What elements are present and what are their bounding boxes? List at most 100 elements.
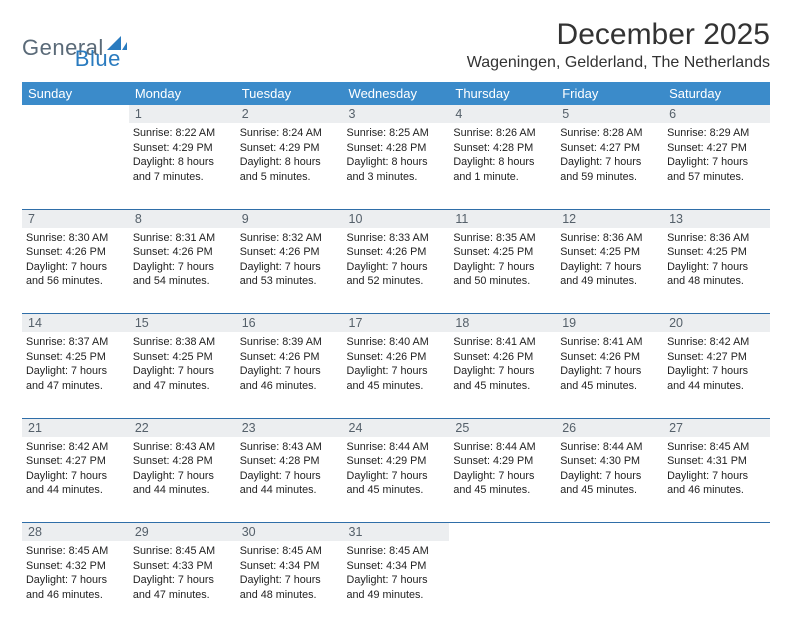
day-info-line: Sunset: 4:26 PM bbox=[240, 245, 339, 260]
day-info-line: Sunset: 4:27 PM bbox=[560, 141, 659, 156]
day-info-line: Daylight: 7 hours bbox=[560, 469, 659, 484]
day-info-line: Sunrise: 8:25 AM bbox=[347, 126, 446, 141]
day-info-line: Sunrise: 8:45 AM bbox=[347, 544, 446, 559]
day-cell: Sunrise: 8:36 AMSunset: 4:25 PMDaylight:… bbox=[556, 228, 663, 295]
day-info-line: and 54 minutes. bbox=[133, 274, 232, 289]
day-info-line: and 44 minutes. bbox=[133, 483, 232, 498]
day-number: 17 bbox=[343, 314, 450, 332]
location-text: Wageningen, Gelderland, The Netherlands bbox=[467, 54, 770, 72]
day-info-line: Daylight: 7 hours bbox=[133, 573, 232, 588]
day-info-line: and 3 minutes. bbox=[347, 170, 446, 185]
day-cell: Sunrise: 8:30 AMSunset: 4:26 PMDaylight:… bbox=[22, 228, 129, 295]
weekday-header: Thursday bbox=[449, 82, 556, 105]
day-info-line: Sunset: 4:29 PM bbox=[133, 141, 232, 156]
calendar-header-row: SundayMondayTuesdayWednesdayThursdayFrid… bbox=[22, 82, 770, 105]
calendar-table: SundayMondayTuesdayWednesdayThursdayFrid… bbox=[22, 82, 770, 627]
day-info-line: and 59 minutes. bbox=[560, 170, 659, 185]
day-number: 20 bbox=[663, 314, 770, 332]
day-number: 14 bbox=[22, 314, 129, 332]
day-number: 26 bbox=[556, 419, 663, 437]
day-number: 7 bbox=[22, 210, 129, 228]
weekday-header: Wednesday bbox=[343, 82, 450, 105]
day-info-line: Sunrise: 8:45 AM bbox=[26, 544, 125, 559]
day-info-line: Daylight: 7 hours bbox=[26, 573, 125, 588]
day-number: 2 bbox=[236, 105, 343, 123]
day-number: 4 bbox=[449, 105, 556, 123]
title-block: December 2025 Wageningen, Gelderland, Th… bbox=[467, 18, 770, 72]
day-info-line: Daylight: 7 hours bbox=[667, 260, 766, 275]
day-info-line: and 46 minutes. bbox=[240, 379, 339, 394]
day-info-line: Sunrise: 8:42 AM bbox=[667, 335, 766, 350]
day-cell: Sunrise: 8:44 AMSunset: 4:29 PMDaylight:… bbox=[449, 437, 556, 504]
day-info-line: Daylight: 7 hours bbox=[240, 469, 339, 484]
logo-text-blue: Blue bbox=[75, 46, 121, 72]
day-info-line: and 49 minutes. bbox=[347, 588, 446, 603]
day-info-line: Sunset: 4:30 PM bbox=[560, 454, 659, 469]
day-info-line: Daylight: 7 hours bbox=[133, 260, 232, 275]
day-info-line: and 53 minutes. bbox=[240, 274, 339, 289]
day-info-line: Sunrise: 8:24 AM bbox=[240, 126, 339, 141]
day-info-line: Sunset: 4:25 PM bbox=[133, 350, 232, 365]
day-info-line: Sunset: 4:26 PM bbox=[240, 350, 339, 365]
day-info-line: Daylight: 7 hours bbox=[560, 260, 659, 275]
day-info-line: and 56 minutes. bbox=[26, 274, 125, 289]
day-info-line: Sunrise: 8:41 AM bbox=[560, 335, 659, 350]
day-info-line: Sunset: 4:34 PM bbox=[240, 559, 339, 574]
day-cell bbox=[663, 541, 770, 550]
day-info-line: Sunrise: 8:43 AM bbox=[133, 440, 232, 455]
day-number: 16 bbox=[236, 314, 343, 332]
day-info-line: and 46 minutes. bbox=[667, 483, 766, 498]
day-info-line: and 44 minutes. bbox=[667, 379, 766, 394]
day-info-line: Sunset: 4:27 PM bbox=[26, 454, 125, 469]
day-info-line: Sunrise: 8:30 AM bbox=[26, 231, 125, 246]
day-cell: Sunrise: 8:42 AMSunset: 4:27 PMDaylight:… bbox=[663, 332, 770, 399]
day-cell: Sunrise: 8:28 AMSunset: 4:27 PMDaylight:… bbox=[556, 123, 663, 190]
day-info-line: Daylight: 7 hours bbox=[26, 260, 125, 275]
day-info-line: Sunrise: 8:36 AM bbox=[667, 231, 766, 246]
day-info-line: Sunrise: 8:45 AM bbox=[667, 440, 766, 455]
day-cell: Sunrise: 8:25 AMSunset: 4:28 PMDaylight:… bbox=[343, 123, 450, 190]
day-info-line: Daylight: 7 hours bbox=[347, 364, 446, 379]
day-info-line: Sunset: 4:26 PM bbox=[26, 245, 125, 260]
day-info-line: Daylight: 7 hours bbox=[453, 364, 552, 379]
day-cell: Sunrise: 8:38 AMSunset: 4:25 PMDaylight:… bbox=[129, 332, 236, 399]
day-info-line: Sunset: 4:28 PM bbox=[453, 141, 552, 156]
day-info-line: Sunrise: 8:45 AM bbox=[133, 544, 232, 559]
day-cell: Sunrise: 8:44 AMSunset: 4:29 PMDaylight:… bbox=[343, 437, 450, 504]
day-number: 18 bbox=[449, 314, 556, 332]
day-info-line: and 49 minutes. bbox=[560, 274, 659, 289]
weekday-header: Saturday bbox=[663, 82, 770, 105]
day-number bbox=[22, 105, 129, 123]
day-info-line: Sunrise: 8:44 AM bbox=[347, 440, 446, 455]
day-info-line: and 1 minute. bbox=[453, 170, 552, 185]
day-info-line: Sunrise: 8:42 AM bbox=[26, 440, 125, 455]
day-info-line: and 57 minutes. bbox=[667, 170, 766, 185]
day-info-line: Sunset: 4:27 PM bbox=[667, 141, 766, 156]
day-info-line: and 45 minutes. bbox=[453, 483, 552, 498]
day-info-line: Daylight: 7 hours bbox=[667, 364, 766, 379]
day-info-line: Sunrise: 8:26 AM bbox=[453, 126, 552, 141]
day-number: 25 bbox=[449, 419, 556, 437]
day-info-line: Sunset: 4:25 PM bbox=[667, 245, 766, 260]
day-cell: Sunrise: 8:41 AMSunset: 4:26 PMDaylight:… bbox=[449, 332, 556, 399]
day-cell: Sunrise: 8:45 AMSunset: 4:32 PMDaylight:… bbox=[22, 541, 129, 608]
day-info-line: and 47 minutes. bbox=[133, 379, 232, 394]
day-number: 28 bbox=[22, 523, 129, 541]
day-info-line: Sunset: 4:27 PM bbox=[667, 350, 766, 365]
day-number: 30 bbox=[236, 523, 343, 541]
weekday-header: Tuesday bbox=[236, 82, 343, 105]
day-info-line: Sunrise: 8:44 AM bbox=[560, 440, 659, 455]
day-info-line: and 44 minutes. bbox=[240, 483, 339, 498]
day-cell bbox=[556, 541, 663, 550]
day-info-line: Sunset: 4:33 PM bbox=[133, 559, 232, 574]
day-cell: Sunrise: 8:45 AMSunset: 4:31 PMDaylight:… bbox=[663, 437, 770, 504]
day-info-line: Sunrise: 8:28 AM bbox=[560, 126, 659, 141]
day-info-line: and 47 minutes. bbox=[26, 379, 125, 394]
day-number bbox=[663, 523, 770, 541]
day-info-line: and 52 minutes. bbox=[347, 274, 446, 289]
day-info-line: and 48 minutes. bbox=[240, 588, 339, 603]
day-number: 12 bbox=[556, 210, 663, 228]
day-info-line: Sunset: 4:28 PM bbox=[133, 454, 232, 469]
day-info-line: Sunset: 4:28 PM bbox=[240, 454, 339, 469]
day-info-line: and 45 minutes. bbox=[347, 379, 446, 394]
